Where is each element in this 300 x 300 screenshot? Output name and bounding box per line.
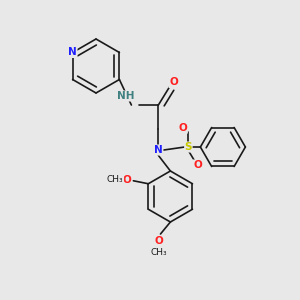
Text: S: S (184, 142, 192, 152)
Text: O: O (193, 160, 202, 170)
Text: N: N (154, 145, 163, 155)
Text: O: O (154, 236, 163, 246)
Text: NH: NH (117, 91, 134, 101)
Text: CH₃: CH₃ (150, 248, 167, 257)
Text: CH₃: CH₃ (107, 175, 124, 184)
Text: O: O (169, 77, 178, 88)
Text: O: O (123, 175, 132, 185)
Text: O: O (178, 123, 188, 133)
Text: N: N (68, 47, 77, 58)
